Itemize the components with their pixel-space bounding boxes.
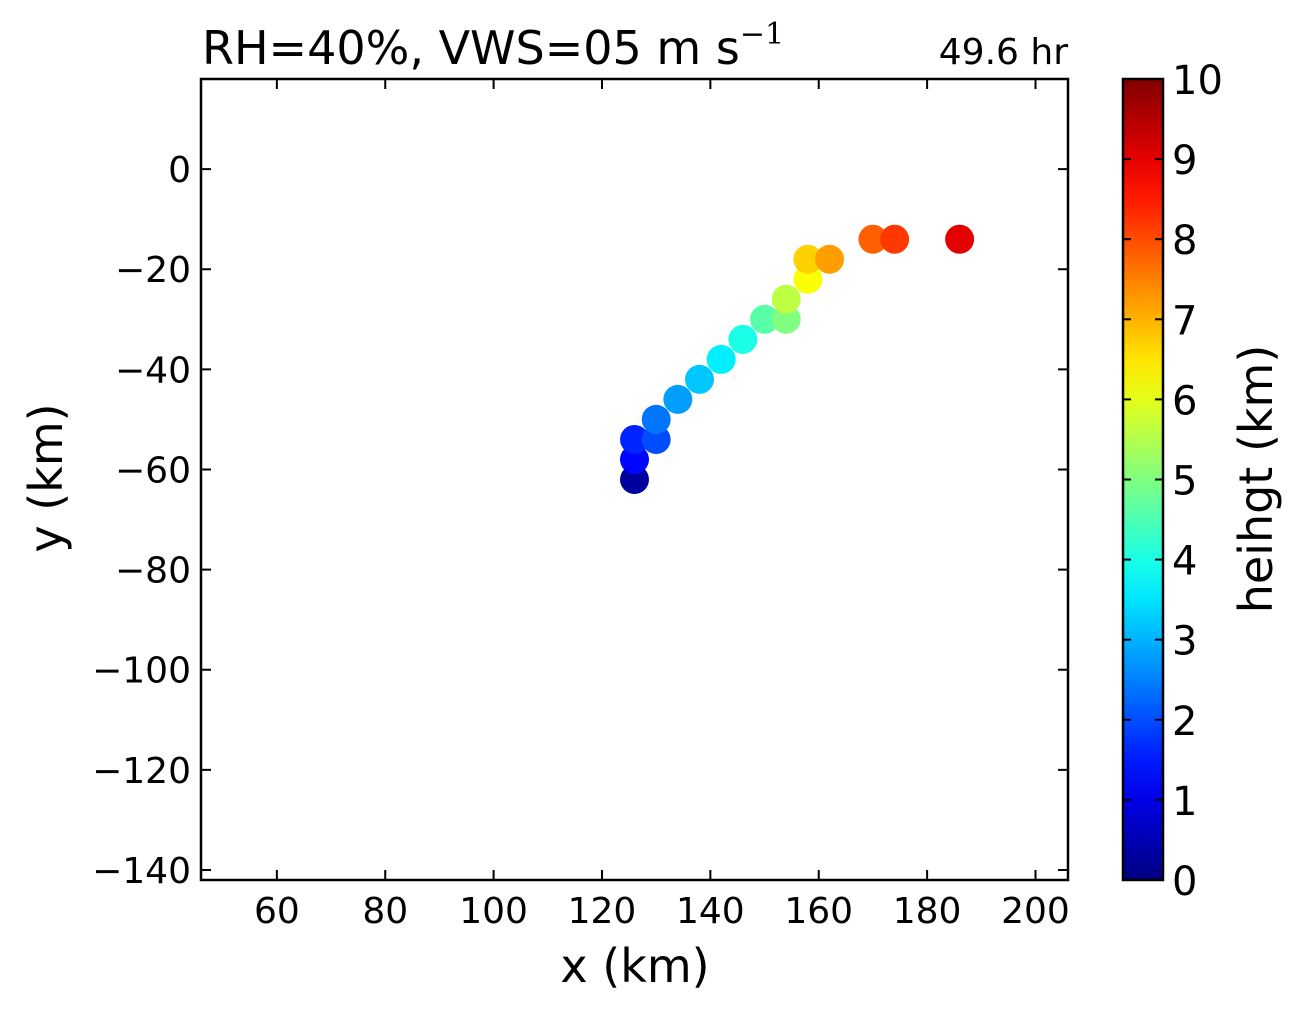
y-tick-label: −100 <box>92 651 191 692</box>
y-axis-ticks: 0 −20 −40 −60 −80 −100 −120 −140 <box>92 150 1068 892</box>
colorbar-tick-label: 3 <box>1172 619 1197 665</box>
data-point <box>620 444 649 474</box>
y-tick-label: −80 <box>115 551 191 592</box>
x-tick-label: 80 <box>362 891 408 932</box>
data-point <box>620 465 649 494</box>
data-point <box>858 224 888 254</box>
colorbar-tick-label: 2 <box>1172 699 1197 745</box>
chart-title: RH=40%, VWS=05 m s−1 <box>202 17 784 75</box>
x-tick-label: 140 <box>676 891 745 932</box>
data-point <box>771 284 801 314</box>
data-point <box>771 304 801 334</box>
x-axis-ticks: 60 80 100 120 140 160 180 200 <box>254 79 1070 932</box>
colorbar-tick-label: 0 <box>1172 859 1197 905</box>
colorbar-ticks: 0 1 2 3 4 5 6 7 8 9 10 <box>1123 58 1223 905</box>
x-tick-label: 60 <box>254 891 300 932</box>
data-point <box>728 324 758 354</box>
data-point <box>793 244 823 274</box>
x-tick-label: 180 <box>893 891 962 932</box>
data-point <box>793 264 823 294</box>
data-point <box>641 424 671 454</box>
data-point <box>663 384 693 414</box>
y-axis-label: y (km) <box>19 403 73 552</box>
colorbar-tick-label: 7 <box>1172 298 1197 344</box>
x-axis-label: x (km) <box>560 939 709 993</box>
data-points <box>620 224 975 494</box>
x-tick-label: 200 <box>1001 891 1070 932</box>
colorbar-tick-label: 10 <box>1172 58 1223 104</box>
colorbar-tick-label: 5 <box>1172 459 1197 505</box>
colorbar-tick-label: 9 <box>1172 138 1197 184</box>
x-tick-label: 160 <box>784 891 853 932</box>
y-tick-label: −140 <box>92 851 191 892</box>
plot-frame <box>199 77 1070 882</box>
colorbar-frame <box>1121 77 1165 882</box>
data-point <box>815 244 845 274</box>
colorbar-tick-label: 4 <box>1172 539 1197 585</box>
data-point <box>685 364 715 394</box>
x-tick-label: 100 <box>459 891 528 932</box>
colorbar-tick-label: 8 <box>1172 218 1197 264</box>
data-point <box>880 224 910 254</box>
y-tick-label: −120 <box>92 751 191 792</box>
time-label: 49.6 hr <box>939 32 1068 73</box>
colorbar-tick-label: 1 <box>1172 779 1197 825</box>
data-point <box>945 224 975 254</box>
data-point <box>620 424 649 454</box>
data-point <box>750 304 780 334</box>
colorbar-tick-label: 6 <box>1172 378 1197 424</box>
data-point <box>706 344 736 374</box>
x-tick-label: 120 <box>568 891 637 932</box>
y-tick-label: −40 <box>115 350 191 391</box>
colorbar-label: heihgt (km) <box>1229 345 1283 614</box>
y-tick-label: −60 <box>115 450 191 491</box>
data-point <box>641 404 671 434</box>
y-tick-label: 0 <box>168 150 191 191</box>
y-tick-label: −20 <box>115 250 191 291</box>
